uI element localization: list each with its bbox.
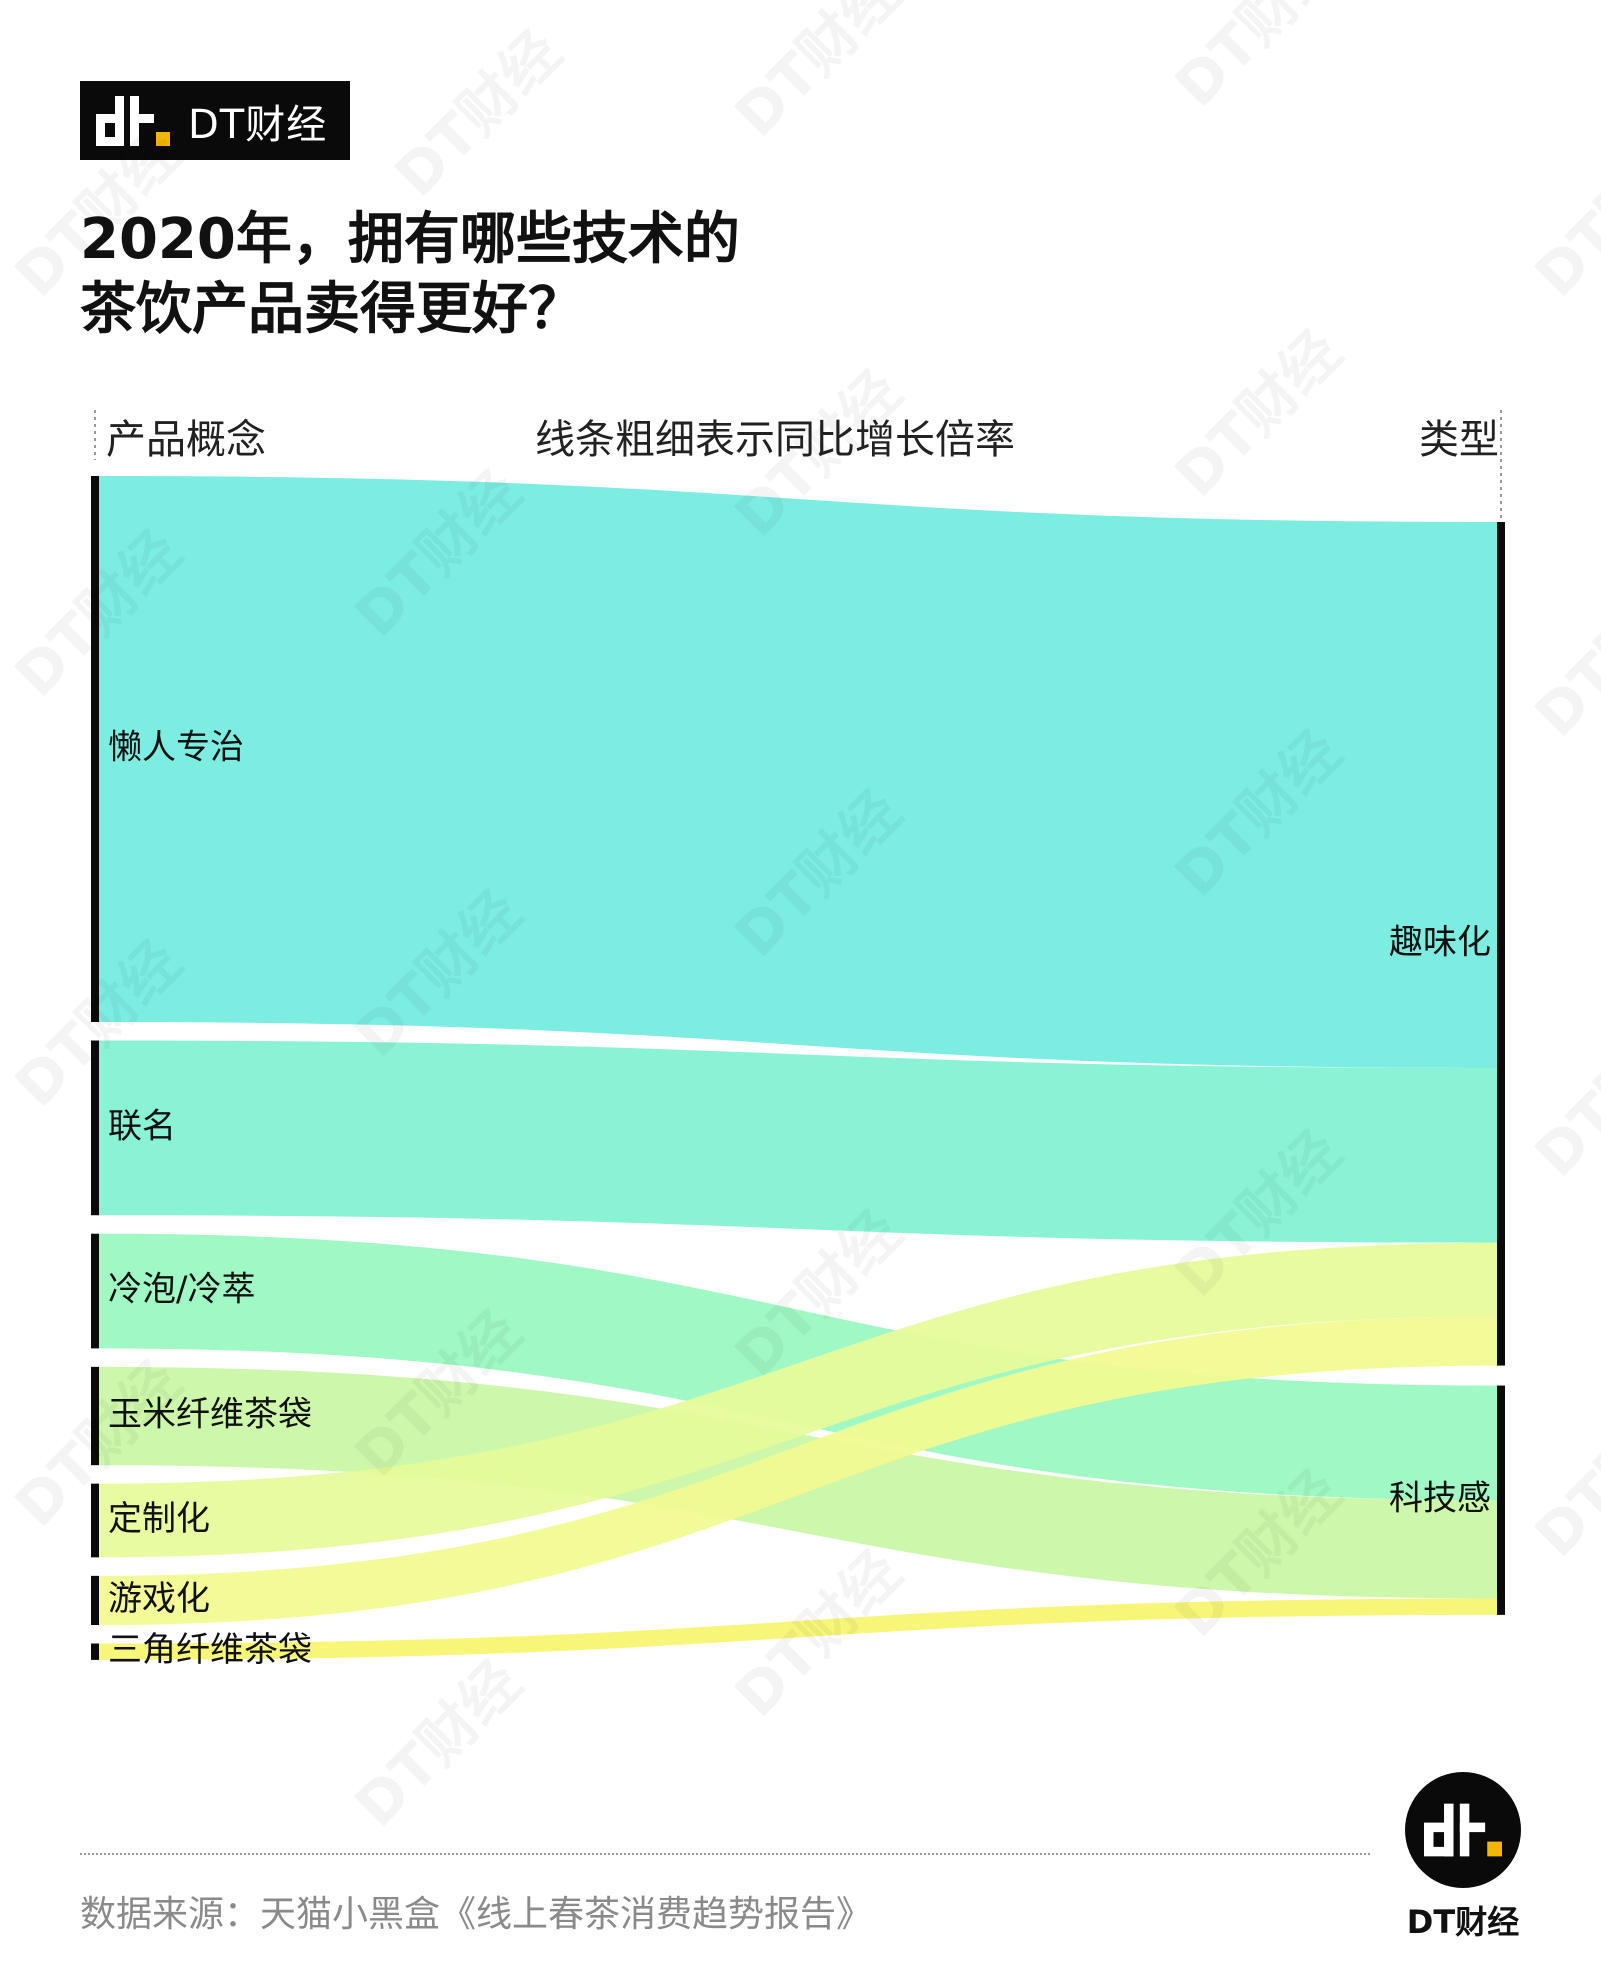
left-node-label: 定制化 [108,1499,210,1539]
footer-logo [1405,1772,1521,1888]
right-node-label: 趣味化 [1389,922,1491,962]
source-note: 数据来源：天猫小黑盒《线上春茶消费趋势报告》 [80,1894,873,1935]
right-node-bar [1497,1385,1505,1615]
left-column-header: 产品概念 [106,417,266,463]
center-legend-note: 线条粗细表示同比增长倍率 [535,417,1015,463]
chart-title: 2020年，拥有哪些技术的 茶饮产品卖得更好？ [80,205,980,345]
left-node-bar [91,1040,99,1216]
right-column-header: 类型 [1419,417,1499,463]
sankey-link [99,1316,1497,1626]
right-node-bar [1497,522,1505,1366]
brand-name: DT财经 [188,101,328,148]
left-node-bar [91,476,99,1022]
title-line-1: 2020年，拥有哪些技术的 [80,207,740,272]
left-node-bar [91,1483,99,1558]
left-node-label: 懒人专治 [108,728,244,768]
title-line-2: 茶饮产品卖得更好？ [80,277,584,342]
footer-divider [80,1853,1370,1855]
sankey-link [99,476,1497,1068]
footer-logo-text: DT财经 [1406,1903,1520,1941]
left-node-label: 冷泡/冷萃 [108,1270,255,1310]
left-node-label: 游戏化 [108,1579,210,1619]
brand-logo: DT财经 [80,81,350,160]
sankey-link [99,1040,1497,1243]
dt-logo-icon [1424,1803,1502,1857]
left-node-bar [91,1575,99,1626]
left-node-bar [91,1233,99,1349]
left-node-label: 玉米纤维茶袋 [108,1395,312,1435]
right-node-label: 科技感 [1389,1479,1491,1519]
sankey-link [99,1598,1497,1660]
left-node-label: 联名 [108,1106,176,1146]
left-node-label: 三角纤维茶袋 [108,1630,312,1670]
left-node-bar [91,1643,99,1660]
sankey-link [99,1242,1497,1558]
dt-logo-icon [96,95,170,146]
left-node-bar [91,1366,99,1466]
